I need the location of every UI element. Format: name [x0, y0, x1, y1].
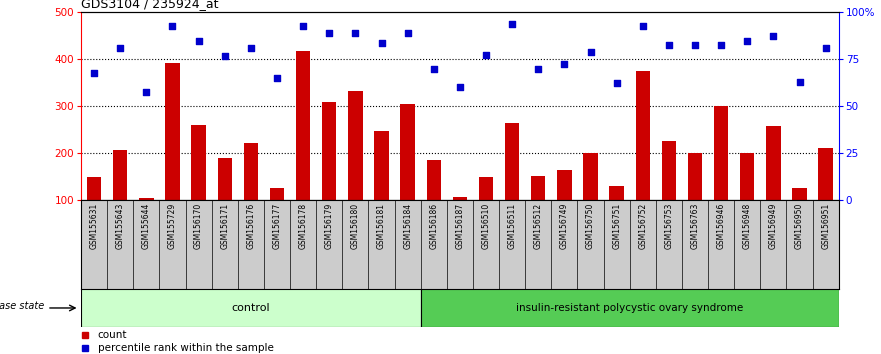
Text: GSM155643: GSM155643: [115, 202, 125, 249]
Bar: [191, 125, 206, 247]
Text: GSM156187: GSM156187: [455, 202, 464, 249]
Point: [793, 79, 807, 85]
Text: GSM156177: GSM156177: [272, 202, 282, 249]
Point: [87, 70, 101, 76]
Point: [479, 52, 493, 57]
Bar: [531, 176, 545, 247]
Text: GSM156512: GSM156512: [534, 202, 543, 249]
Bar: [635, 71, 650, 247]
Text: GDS3104 / 235924_at: GDS3104 / 235924_at: [81, 0, 218, 10]
Point: [401, 31, 415, 36]
Bar: [244, 143, 258, 247]
Point: [426, 66, 440, 72]
Bar: [322, 102, 337, 247]
Text: GSM156181: GSM156181: [377, 202, 386, 249]
Point: [113, 45, 127, 50]
Text: GSM156948: GSM156948: [743, 202, 751, 249]
Text: GSM156171: GSM156171: [220, 202, 229, 249]
Bar: [113, 150, 128, 247]
Text: GSM156763: GSM156763: [691, 202, 700, 249]
Bar: [374, 131, 389, 247]
Point: [740, 38, 754, 44]
Text: GSM156179: GSM156179: [325, 202, 334, 249]
Bar: [218, 158, 232, 247]
Bar: [453, 197, 467, 247]
Bar: [166, 63, 180, 247]
Text: GSM156750: GSM156750: [586, 202, 595, 249]
Point: [505, 21, 519, 27]
Text: GSM156511: GSM156511: [507, 202, 516, 249]
Bar: [421, 289, 839, 327]
Point: [818, 45, 833, 50]
Point: [714, 42, 729, 48]
Text: GSM156749: GSM156749: [560, 202, 569, 249]
Point: [610, 80, 624, 86]
Point: [531, 66, 545, 72]
Point: [322, 31, 337, 36]
Bar: [557, 170, 572, 247]
Text: GSM156180: GSM156180: [351, 202, 359, 249]
Point: [348, 30, 362, 35]
Bar: [662, 141, 676, 247]
Text: GSM156751: GSM156751: [612, 202, 621, 249]
Point: [270, 75, 284, 81]
Text: GSM156951: GSM156951: [821, 202, 830, 249]
Point: [453, 85, 467, 90]
Text: insulin-resistant polycystic ovary syndrome: insulin-resistant polycystic ovary syndr…: [516, 303, 744, 313]
Point: [374, 40, 389, 46]
Bar: [818, 148, 833, 247]
Bar: [505, 122, 519, 247]
Point: [244, 45, 258, 50]
Bar: [740, 153, 754, 247]
Bar: [766, 126, 781, 247]
Bar: [610, 186, 624, 247]
Point: [166, 24, 180, 29]
Text: GSM156510: GSM156510: [482, 202, 491, 249]
Point: [558, 61, 572, 67]
Bar: [714, 106, 729, 247]
Text: GSM156184: GSM156184: [403, 202, 412, 249]
Bar: [81, 289, 421, 327]
Bar: [296, 51, 310, 247]
Text: GSM156176: GSM156176: [247, 202, 255, 249]
Bar: [401, 104, 415, 247]
Point: [636, 24, 650, 29]
Bar: [348, 91, 363, 247]
Bar: [87, 177, 101, 247]
Point: [218, 53, 232, 58]
Point: [139, 89, 153, 95]
Text: control: control: [232, 303, 270, 313]
Text: count: count: [98, 330, 127, 340]
Point: [662, 42, 676, 48]
Text: GSM156186: GSM156186: [429, 202, 438, 249]
Bar: [583, 153, 597, 247]
Bar: [139, 198, 153, 247]
Text: GSM156170: GSM156170: [194, 202, 204, 249]
Text: GSM156950: GSM156950: [795, 202, 804, 249]
Text: GSM156753: GSM156753: [664, 202, 673, 249]
Text: percentile rank within the sample: percentile rank within the sample: [98, 343, 274, 353]
Text: GSM156752: GSM156752: [638, 202, 648, 249]
Text: GSM156946: GSM156946: [716, 202, 726, 249]
Point: [583, 50, 597, 55]
Text: GSM155644: GSM155644: [142, 202, 151, 249]
Bar: [270, 188, 285, 247]
Text: GSM156949: GSM156949: [769, 202, 778, 249]
Bar: [426, 160, 440, 247]
Text: disease state: disease state: [0, 301, 45, 311]
Bar: [792, 188, 807, 247]
Point: [191, 38, 205, 44]
Point: [296, 24, 310, 29]
Text: GSM155729: GSM155729: [168, 202, 177, 249]
Bar: [479, 177, 493, 247]
Point: [688, 42, 702, 48]
Text: GSM156178: GSM156178: [299, 202, 307, 249]
Bar: [688, 153, 702, 247]
Point: [766, 33, 781, 39]
Text: GSM155631: GSM155631: [90, 202, 99, 249]
